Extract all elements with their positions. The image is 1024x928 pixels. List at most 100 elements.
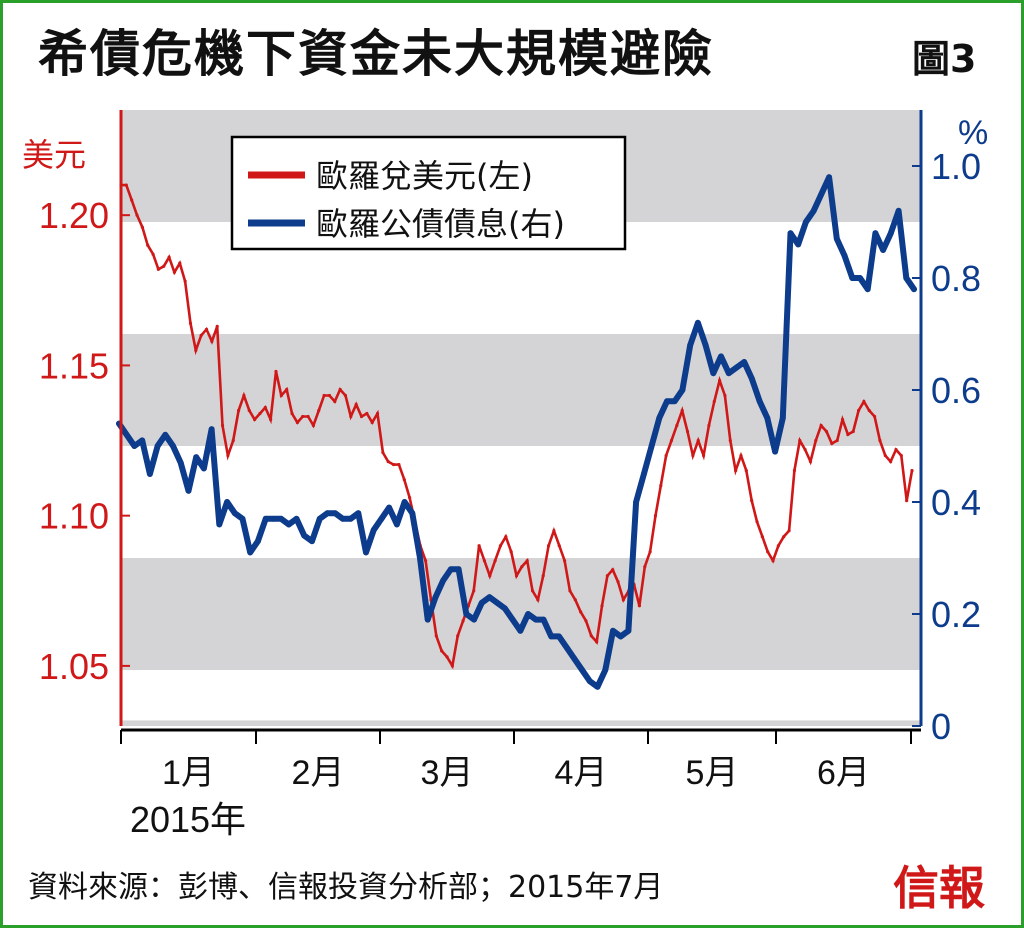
legend: 歐羅兌美元(左) 歐羅公債債息(右) bbox=[230, 135, 627, 251]
grid-band-1 bbox=[121, 334, 921, 446]
bond-yield-point-4 bbox=[146, 471, 153, 477]
bond-yield-point-29 bbox=[339, 515, 346, 522]
right-tick-label-3: 0.6 bbox=[931, 370, 981, 411]
bond-yield-point-61 bbox=[586, 678, 593, 685]
bond-yield-point-83 bbox=[756, 398, 763, 405]
grid-band-2 bbox=[121, 558, 921, 670]
eurusd-line bbox=[121, 183, 914, 670]
bond-yield-point-41 bbox=[432, 594, 439, 601]
bond-yield-point-50 bbox=[502, 605, 508, 612]
bond-yield-point-86 bbox=[779, 415, 786, 421]
bond-yield-point-18 bbox=[255, 538, 261, 545]
bond-yield-point-76 bbox=[702, 342, 709, 349]
bond-yield-point-73 bbox=[679, 387, 686, 393]
x-tick-label-1: 2月 bbox=[292, 754, 345, 792]
bond-yield-point-68 bbox=[640, 471, 647, 477]
bond-yield-point-64 bbox=[610, 627, 616, 634]
left-tick-label-3: 1.20 bbox=[39, 195, 109, 236]
bond-yield-point-62 bbox=[594, 683, 601, 690]
bond-yield-point-98 bbox=[872, 230, 879, 237]
bond-yield-point-37 bbox=[401, 499, 408, 505]
bond-yield-point-89 bbox=[803, 219, 809, 225]
x-tick-label-4: 5月 bbox=[686, 754, 739, 792]
bond-yield-point-42 bbox=[440, 577, 447, 584]
right-tick-label-5: 1.0 bbox=[931, 146, 981, 187]
bond-yield-point-54 bbox=[532, 616, 539, 623]
bond-yield-point-17 bbox=[247, 549, 254, 556]
bond-yield-point-44 bbox=[455, 566, 462, 573]
bond-yield-point-90 bbox=[810, 207, 817, 214]
bond-yield-point-92 bbox=[826, 174, 832, 181]
bond-yield-point-35 bbox=[386, 504, 393, 511]
bond-yield-point-12 bbox=[208, 426, 215, 433]
bond-yield-point-71 bbox=[664, 398, 670, 405]
left-tick-label-0: 1.05 bbox=[39, 646, 109, 687]
series-bond-yield bbox=[116, 174, 917, 690]
bond-yield-point-15 bbox=[231, 510, 238, 517]
bond-yield-point-28 bbox=[332, 510, 339, 517]
year-label: 2015年 bbox=[130, 799, 246, 840]
bond-yield-point-88 bbox=[795, 241, 802, 248]
bond-yield-point-20 bbox=[270, 515, 277, 522]
chart-title: 希債危機下資金未大規模避險 bbox=[38, 25, 714, 83]
bond-yield-point-58 bbox=[563, 644, 570, 651]
bond-yield-point-38 bbox=[409, 510, 416, 517]
bond-yield-point-69 bbox=[648, 443, 655, 449]
bond-yield-point-84 bbox=[764, 415, 771, 421]
bond-yield-point-10 bbox=[193, 454, 200, 461]
bond-yield-point-16 bbox=[239, 515, 246, 522]
x-tick-label-5: 6月 bbox=[817, 754, 870, 792]
bond-yield-point-8 bbox=[177, 459, 184, 466]
source-note: 資料來源：彭博、信報投資分析部；2015年7月 bbox=[28, 870, 664, 905]
bond-yield-point-7 bbox=[170, 443, 176, 449]
bond-yield-point-52 bbox=[517, 627, 524, 634]
bond-yield-point-59 bbox=[571, 655, 578, 662]
bond-yield-point-23 bbox=[293, 515, 300, 522]
bond-yield-point-67 bbox=[633, 499, 640, 505]
axes: 1.05 1.10 1.15 1.20 美元 0 0.2 0.4 0.6 0.8 1.0% 1月 2月 3… bbox=[22, 110, 988, 840]
bond-yield-point-25 bbox=[309, 538, 315, 545]
bond-yield-point-95 bbox=[849, 275, 856, 281]
bond-yield-point-75 bbox=[694, 319, 701, 326]
bond-yield-point-26 bbox=[316, 515, 323, 522]
bond-yield-point-14 bbox=[224, 499, 230, 505]
bond-yield-point-30 bbox=[347, 515, 354, 522]
brand-logo: 信報 bbox=[893, 861, 985, 915]
bond-yield-point-94 bbox=[841, 252, 848, 259]
bond-yield-point-19 bbox=[262, 515, 269, 522]
bond-yield-point-2 bbox=[131, 443, 138, 449]
bond-yield-point-49 bbox=[494, 599, 501, 606]
bond-yield-point-21 bbox=[278, 515, 284, 522]
bond-yield-point-36 bbox=[393, 521, 400, 528]
right-tick-label-4: 0.8 bbox=[931, 258, 981, 299]
legend-box bbox=[230, 135, 627, 251]
left-tick-label-2: 1.15 bbox=[39, 345, 109, 386]
legend-label-0: 歐羅兌美元(左) bbox=[316, 157, 533, 195]
bond-yield-point-97 bbox=[864, 286, 871, 293]
bond-yield-point-56 bbox=[548, 633, 555, 640]
bond-yield-point-103 bbox=[911, 286, 917, 293]
bond-yield-point-11 bbox=[201, 465, 207, 472]
bond-yield-point-5 bbox=[154, 443, 161, 449]
bond-yield-point-13 bbox=[216, 521, 223, 528]
figure-label: 圖3 bbox=[912, 37, 977, 81]
left-tick-label-1: 1.10 bbox=[39, 496, 109, 537]
x-tick-label-3: 4月 bbox=[555, 754, 608, 792]
bond-yield-point-45 bbox=[463, 611, 470, 617]
bond-yield-point-74 bbox=[687, 342, 694, 349]
bond-yield-point-3 bbox=[139, 437, 146, 444]
bond-yield-point-91 bbox=[818, 191, 825, 197]
bond-yield-point-27 bbox=[324, 510, 331, 517]
bond-yield-point-85 bbox=[772, 448, 778, 455]
bond-yield-point-81 bbox=[741, 359, 748, 365]
bond-yield-point-53 bbox=[525, 611, 531, 617]
bond-yield-point-82 bbox=[749, 375, 755, 382]
bond-yield-point-96 bbox=[857, 275, 863, 281]
bond-yield-point-79 bbox=[725, 370, 732, 377]
bond-yield-point-22 bbox=[285, 521, 292, 528]
bond-yield-point-65 bbox=[617, 633, 624, 640]
bond-yield-point-34 bbox=[378, 515, 385, 522]
bond-yield-point-55 bbox=[540, 616, 547, 623]
bond-yield-point-101 bbox=[895, 207, 902, 214]
